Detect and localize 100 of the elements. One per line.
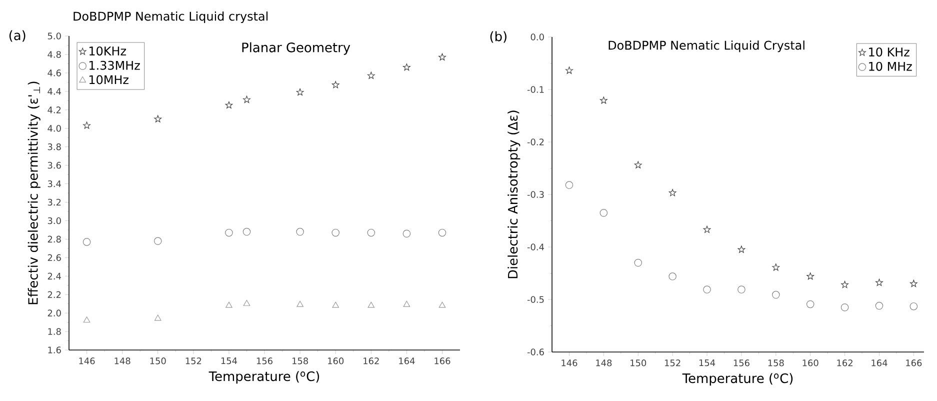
x-tick-label: 150 — [150, 358, 166, 364]
point — [402, 64, 410, 71]
legend-label: 1.33MHz — [90, 60, 140, 70]
x-axis-title: Temperature ($^{o}$C) — [682, 373, 793, 386]
text: (a) — [9, 30, 26, 42]
x-tick-label: 152 — [664, 360, 680, 366]
point — [634, 258, 642, 267]
point — [242, 228, 251, 236]
x-tick-label: 164 — [872, 360, 888, 366]
legend-label: 10 MHz — [869, 62, 912, 71]
point — [565, 181, 574, 189]
x-tick-label: 146 — [562, 360, 578, 366]
point — [296, 88, 304, 96]
x-tick-label: 154 — [699, 360, 716, 366]
x-tick-label: 160 — [328, 358, 344, 364]
point — [368, 302, 375, 308]
y-tick-label: 3.4 — [48, 180, 61, 188]
point — [154, 115, 162, 122]
y-tick-label: 1.6 — [48, 346, 61, 354]
point — [806, 272, 814, 280]
y-tick-label: 3.6 — [48, 162, 61, 169]
x-tick-label: 166 — [434, 358, 450, 364]
point — [332, 228, 340, 237]
point — [738, 246, 746, 253]
y-tick-label: 4.6 — [48, 70, 61, 76]
x-tick-label: 158 — [292, 358, 308, 364]
y-tick-label: 2.0 — [48, 310, 61, 316]
y-tick-label: -0.5 — [527, 296, 544, 303]
y-tick-label: 4.0 — [48, 124, 61, 132]
y-tick-label: 4.4 — [48, 88, 61, 95]
legend-label: 10KHz — [90, 46, 126, 56]
y-tick-label: 3.2 — [48, 198, 61, 206]
chart-title: DoBDPMP Nematic Liquid Crystal — [608, 40, 804, 52]
point — [243, 300, 250, 306]
x-tick-label: 146 — [79, 358, 95, 364]
y-tick-label: 3.8 — [48, 143, 61, 150]
x-tick-label: 156 — [734, 360, 750, 366]
point — [438, 302, 446, 308]
y-tick-label: 1.8 — [48, 328, 61, 335]
point — [332, 81, 340, 88]
point — [226, 302, 232, 308]
x-tick-label: 160 — [802, 360, 818, 366]
y-tick-label: 4.2 — [48, 106, 61, 114]
point — [225, 101, 233, 108]
point — [154, 237, 162, 245]
y-tick-label: -0.6 — [527, 348, 544, 356]
point — [875, 302, 884, 310]
y-tick-label: 4.8 — [48, 51, 61, 58]
x-tick-label: 152 — [186, 358, 202, 364]
point — [83, 316, 90, 323]
legend-label: 10MHz — [90, 75, 128, 84]
y-tick-label: -0.3 — [527, 191, 544, 198]
point — [243, 96, 250, 103]
point — [225, 228, 233, 237]
point — [566, 66, 573, 74]
point — [840, 303, 849, 312]
point — [668, 189, 676, 196]
x-tick-label: 158 — [768, 360, 784, 366]
x-tick-label: 150 — [630, 360, 646, 366]
x-axis-title: Temperature ($^{o}$C) — [208, 371, 320, 384]
point — [738, 286, 746, 294]
point — [910, 302, 918, 310]
point — [841, 280, 848, 288]
x-tick-label: 156 — [256, 358, 272, 364]
y-tick-label: 5.0 — [48, 32, 61, 40]
point — [772, 290, 780, 299]
point — [438, 228, 446, 237]
point — [296, 300, 304, 307]
y-tick-label: 3.0 — [48, 217, 61, 224]
point — [910, 280, 918, 287]
x-tick-label: 164 — [399, 358, 415, 364]
point — [600, 96, 608, 104]
y-tick-label: 2.8 — [48, 236, 61, 243]
y-axis-title: Dielectric Anisotropty (Δε) — [508, 110, 520, 278]
point — [876, 278, 883, 286]
y-tick-label: 0.0 — [530, 34, 544, 40]
x-tick-label: 162 — [364, 358, 379, 364]
point — [668, 272, 676, 280]
x-tick-label: 166 — [906, 360, 922, 366]
y-tick-label: 2.6 — [48, 254, 61, 262]
y-tick-label: 2.4 — [48, 272, 61, 280]
point — [438, 53, 446, 60]
point — [367, 228, 376, 237]
y-tick-label: -0.1 — [527, 86, 544, 93]
point — [703, 286, 711, 294]
y-tick-label: -0.2 — [527, 138, 544, 146]
y-tick-label: 2.2 — [48, 291, 61, 298]
point — [154, 314, 162, 321]
point — [634, 161, 642, 168]
x-tick-label: 154 — [221, 358, 238, 364]
point — [703, 226, 711, 233]
point — [772, 264, 780, 271]
point — [806, 300, 814, 308]
point — [82, 238, 91, 246]
point — [332, 302, 340, 308]
y-axis-title: Effectiv dielectric permittivity (ε'$_{⊥}$) — [28, 82, 40, 304]
y-tick-label: -0.4 — [527, 244, 544, 250]
x-tick-label: 162 — [837, 360, 852, 366]
point — [83, 122, 90, 129]
legend-label: 10 KHz — [869, 47, 910, 57]
